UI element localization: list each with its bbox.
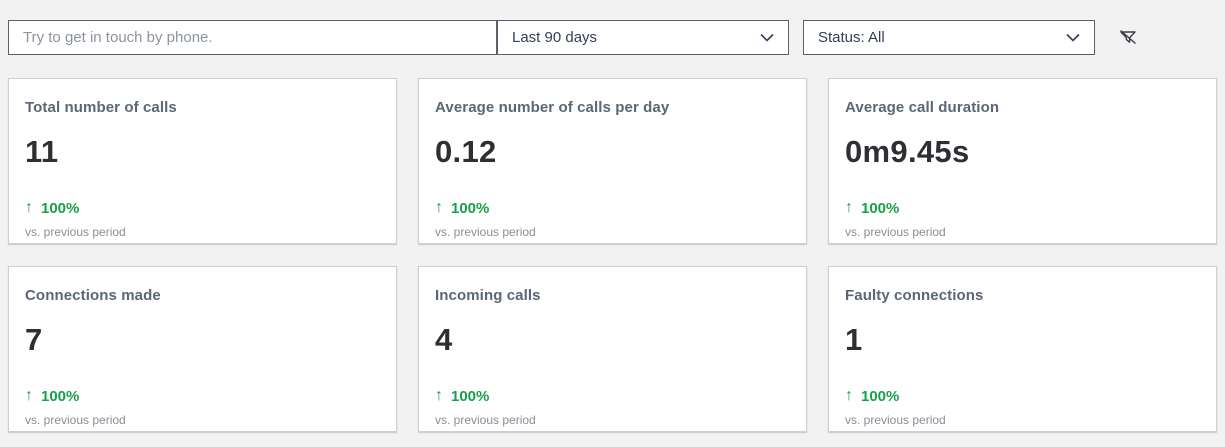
stat-card-faulty-connections: Faulty connections 1 ↑ 100% vs. previous…	[828, 266, 1217, 432]
card-title: Connections made	[25, 287, 161, 304]
trend-value: 100%	[41, 199, 80, 217]
chevron-down-icon	[760, 33, 774, 42]
card-caption: vs. previous period	[845, 225, 946, 239]
status-select[interactable]: Status: All	[803, 20, 1095, 55]
card-title: Average number of calls per day	[435, 99, 670, 116]
card-title: Incoming calls	[435, 287, 541, 304]
arrow-up-icon: ↑	[435, 199, 443, 216]
stat-card-connections-made: Connections made 7 ↑ 100% vs. previous p…	[8, 266, 397, 432]
card-title: Faulty connections	[845, 287, 984, 304]
date-range-select[interactable]: Last 90 days	[497, 20, 789, 55]
card-value: 11	[25, 134, 59, 169]
card-trend: ↑ 100%	[435, 199, 790, 217]
date-range-value: Last 90 days	[512, 29, 598, 46]
card-value: 0.12	[435, 134, 497, 169]
card-caption: vs. previous period	[25, 225, 126, 239]
arrow-up-icon: ↑	[435, 387, 443, 404]
card-caption: vs. previous period	[435, 413, 536, 427]
trend-value: 100%	[861, 387, 900, 405]
stat-card-avg-calls-per-day: Average number of calls per day 0.12 ↑ 1…	[418, 78, 807, 244]
card-value: 4	[435, 322, 453, 357]
card-trend: ↑ 100%	[25, 387, 380, 405]
card-caption: vs. previous period	[435, 225, 536, 239]
filter-toolbar: Last 90 days Status: All	[0, 0, 1225, 55]
card-title: Total number of calls	[25, 99, 177, 116]
card-caption: vs. previous period	[25, 413, 126, 427]
arrow-up-icon: ↑	[845, 199, 853, 216]
filter-off-icon	[1120, 29, 1136, 44]
card-trend: ↑ 100%	[25, 199, 380, 217]
card-value: 0m9.45s	[845, 134, 970, 169]
clear-filters-button[interactable]	[1113, 23, 1143, 53]
trend-value: 100%	[41, 387, 80, 405]
card-trend: ↑ 100%	[845, 199, 1200, 217]
stats-card-grid: Total number of calls 11 ↑ 100% vs. prev…	[0, 78, 1225, 432]
status-value: Status: All	[818, 29, 885, 46]
card-title: Average call duration	[845, 99, 1000, 116]
trend-value: 100%	[861, 199, 900, 217]
arrow-up-icon: ↑	[25, 387, 33, 404]
arrow-up-icon: ↑	[25, 199, 33, 216]
trend-value: 100%	[451, 387, 490, 405]
stat-card-incoming-calls: Incoming calls 4 ↑ 100% vs. previous per…	[418, 266, 807, 432]
card-caption: vs. previous period	[845, 413, 946, 427]
stat-card-total-calls: Total number of calls 11 ↑ 100% vs. prev…	[8, 78, 397, 244]
card-value: 7	[25, 322, 43, 357]
chevron-down-icon	[1066, 33, 1080, 42]
card-trend: ↑ 100%	[845, 387, 1200, 405]
arrow-up-icon: ↑	[845, 387, 853, 404]
trend-value: 100%	[451, 199, 490, 217]
card-trend: ↑ 100%	[435, 387, 790, 405]
stat-card-avg-call-duration: Average call duration 0m9.45s ↑ 100% vs.…	[828, 78, 1217, 244]
card-value: 1	[845, 322, 863, 357]
search-input[interactable]	[8, 20, 497, 55]
